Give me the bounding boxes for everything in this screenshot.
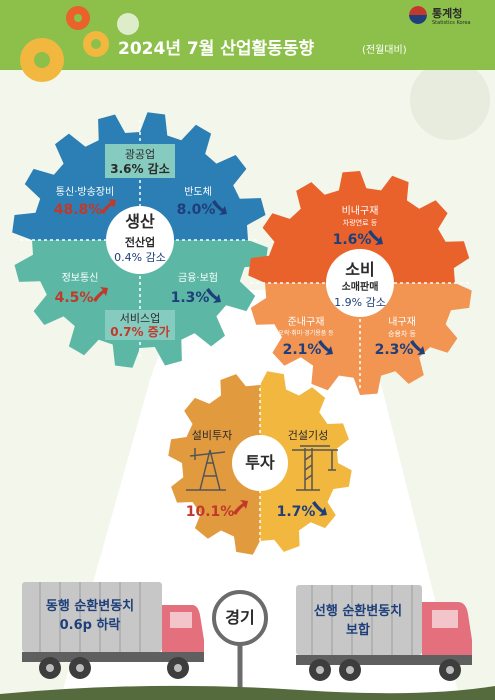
right-truck-icon (296, 585, 472, 681)
cons-item-label-0: 비내구재 (341, 206, 379, 217)
cons-item-sublabel-0: 차량연료 등 (342, 219, 378, 227)
page-title: 2024년 7월 산업활동동향 (118, 39, 315, 59)
page-subtitle: (전월대비) (362, 45, 407, 56)
down-arrow-icon (206, 288, 221, 303)
cons-item-label-1: 준내구재 (287, 317, 325, 328)
up-arrow-icon (233, 500, 248, 515)
production-gear (12, 112, 268, 368)
gearP-bottom-shape (14, 240, 268, 368)
inv-item-value-1: 1.7% (276, 504, 316, 520)
cons-item-label-2: 내구재 (388, 317, 416, 328)
prod-item-label-3: 금융·보험 (178, 273, 218, 284)
production-total-value: 0.4% 감소 (114, 251, 166, 264)
inv-item-label-0: 설비투자 (191, 429, 233, 442)
economy-title: 경기 (225, 608, 255, 627)
prod-item-value-0: 48.8% (53, 202, 103, 218)
consumption-total-label: 소매판매 (341, 282, 379, 293)
leading-index-line1: 선행 순환변동치 (313, 604, 403, 619)
prod-item-label-2: 정보통신 (61, 273, 99, 284)
crane-icon (292, 445, 338, 491)
consumption-title: 소비 (345, 260, 375, 279)
gearC-top-shape (248, 171, 470, 283)
brand-name: 통계청 (432, 7, 463, 20)
coincident-index-line2: 0.6p 하락 (59, 618, 121, 633)
prod-item-value-3: 1.3% (170, 290, 210, 306)
cons-item-value-0: 1.6% (332, 232, 372, 248)
cons-item-value-2: 2.3% (374, 342, 414, 358)
prod-item-label-1: 반도체 (184, 187, 212, 198)
prod-item-label-0: 통신·방송장비 (55, 187, 115, 198)
down-arrow-icon (318, 340, 333, 355)
down-arrow-icon (410, 340, 425, 355)
service-value: 0.7% 증가 (110, 325, 170, 339)
inv-item-value-0: 10.1% (185, 504, 235, 520)
leading-index-line2: 보합 (346, 623, 370, 638)
down-arrow-icon (212, 200, 227, 215)
production-total-label: 전산업 (124, 236, 156, 249)
statistics-korea-logo-icon (409, 6, 427, 24)
inv-item-label-1: 건설기성 (287, 429, 329, 442)
down-arrow-icon (312, 501, 327, 516)
service-label: 서비스업 (119, 312, 161, 325)
up-arrow-icon (93, 287, 108, 302)
investment-title: 투자 (245, 453, 275, 472)
ground-strip (0, 685, 495, 700)
economy-sign (212, 590, 268, 690)
prod-item-value-1: 8.0% (176, 202, 216, 218)
gearI-right-shape (260, 371, 352, 552)
coincident-index-line1: 동행 순환변동치 (45, 599, 135, 614)
mining-label: 광공업 (124, 148, 156, 161)
cons-item-value-1: 2.1% (282, 342, 322, 358)
cons-item-sublabel-2: 승용차 등 (388, 330, 416, 338)
oil-derrick-icon (186, 448, 226, 491)
bg-gear-icon (410, 60, 490, 140)
down-arrow-icon (368, 230, 383, 245)
mining-value: 3.6% 감소 (110, 162, 170, 176)
consumption-gear (248, 171, 472, 395)
production-title: 생산 (125, 212, 155, 231)
prod-item-value-2: 4.5% (54, 290, 94, 306)
cons-item-sublabel-1: 오락·취미·경기용품 등 (278, 330, 334, 337)
up-arrow-icon (101, 199, 116, 214)
left-truck-icon (22, 582, 204, 679)
consumption-total-value: 1.9% 감소 (334, 296, 386, 309)
gearC-bottom-shape (250, 283, 472, 395)
header-gear-icon (20, 6, 139, 82)
brand-name-en: Statistics Korea (432, 20, 471, 26)
